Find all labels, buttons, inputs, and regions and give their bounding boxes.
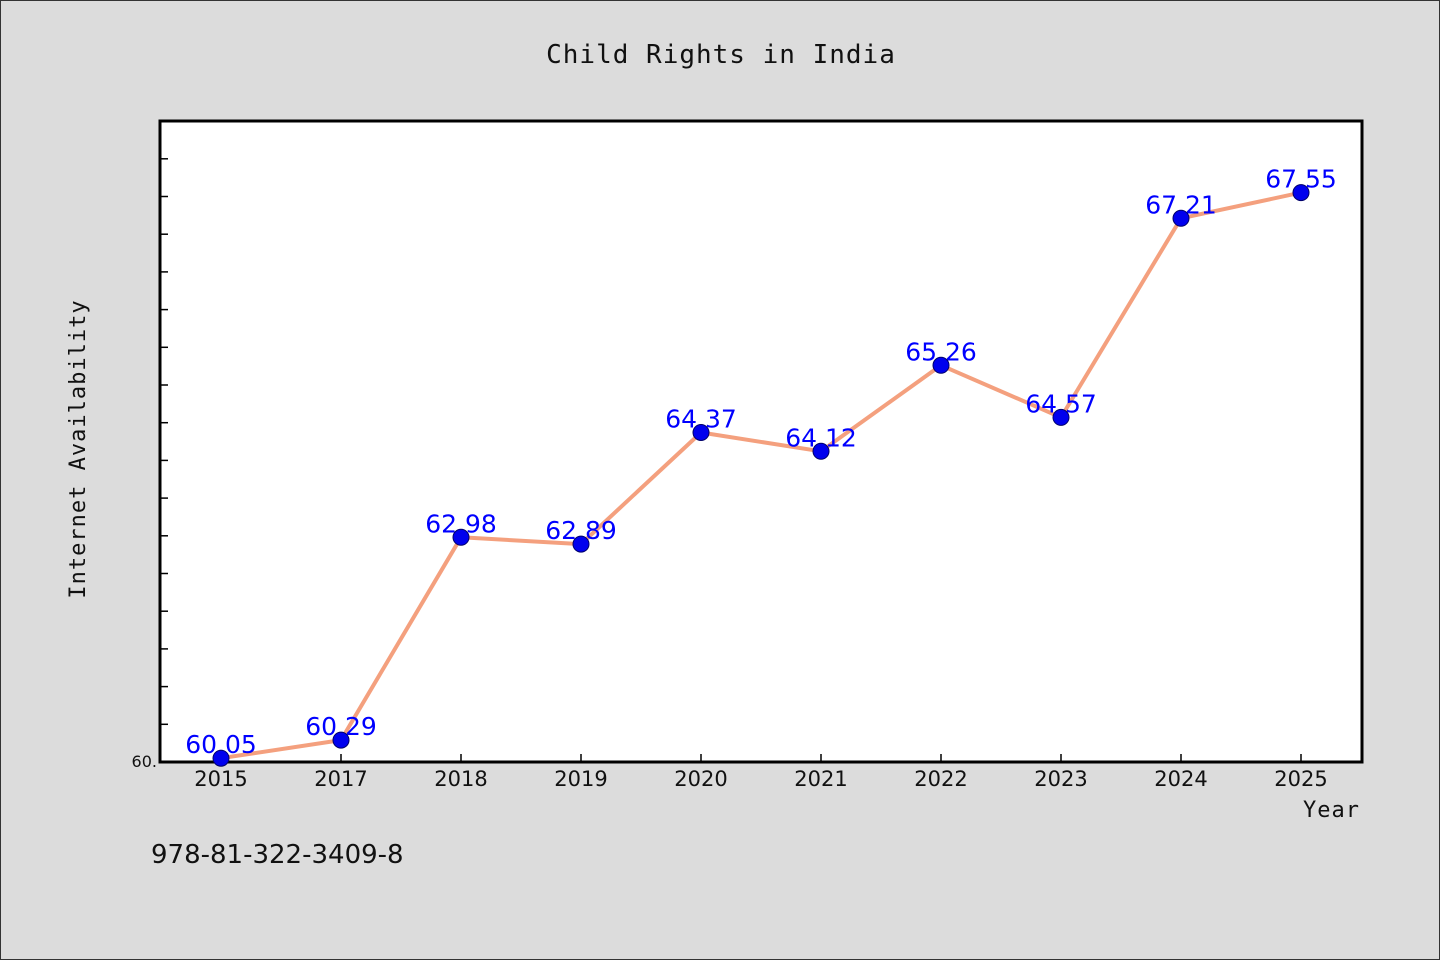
- x-tick-label: 2024: [1154, 767, 1207, 791]
- data-point-marker: [812, 442, 830, 460]
- data-point-marker: [1052, 408, 1070, 426]
- data-point-marker: [332, 731, 350, 749]
- x-tick-label: 2025: [1274, 767, 1327, 791]
- data-point-marker: [212, 749, 230, 767]
- chart-title: Child Rights in India: [546, 40, 896, 70]
- x-axis-ticks: 2015 2017 2018 2019 2020 2021 2022 2023 2024 2025: [194, 754, 1328, 791]
- x-axis-label: Year: [1303, 798, 1360, 823]
- y-axis-label: Internet Availability: [66, 299, 91, 598]
- x-tick-label: 2019: [554, 767, 607, 791]
- data-point-marker: [1172, 209, 1190, 227]
- y-tick-label: 60.: [132, 752, 157, 771]
- x-tick-label: 2021: [794, 767, 847, 791]
- x-tick-label: 2017: [314, 767, 367, 791]
- x-tick-label: 2018: [434, 767, 487, 791]
- x-tick-label: 2022: [914, 767, 967, 791]
- data-point-marker: [692, 424, 710, 441]
- data-point-marker: [932, 356, 950, 374]
- data-point-marker: [452, 528, 470, 546]
- series-line: [219, 190, 1303, 761]
- y-axis-ticks: [160, 158, 168, 726]
- data-point-marker: [1292, 184, 1310, 202]
- data-point-marker: [572, 535, 590, 553]
- x-tick-label: 2015: [194, 767, 247, 791]
- x-tick-label: 2020: [674, 767, 727, 791]
- x-tick-label: 2023: [1034, 767, 1087, 791]
- footnote-isbn: 978-81-322-3409-8: [151, 840, 404, 870]
